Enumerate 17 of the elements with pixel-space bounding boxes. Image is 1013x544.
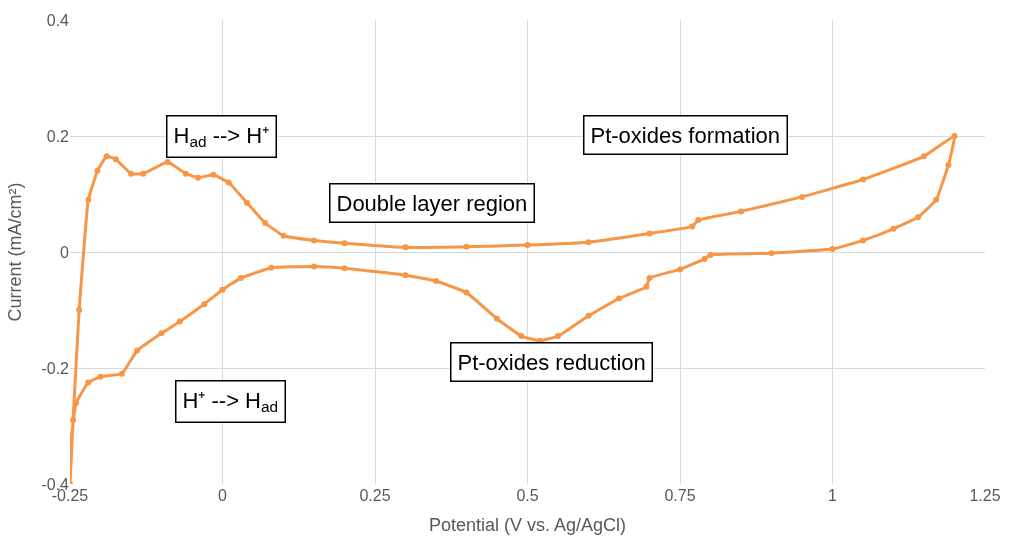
y-axis-title: Current (mA/cm²) — [4, 182, 25, 322]
annotation: H⁺ --> H$_{ad}$ — [182, 387, 279, 416]
x-tick-label: 0.25 — [359, 487, 391, 504]
annotation: Pt-oxides formation — [590, 122, 781, 148]
x-tick-label: 0 — [218, 487, 228, 504]
annotation: Pt-oxides reduction — [457, 349, 646, 375]
y-tick-label: 0.2 — [46, 127, 70, 145]
x-axis-title: Potential (V vs. Ag/AgCl) — [428, 515, 627, 536]
annotation: H$_{ad}$ --> H⁺ — [173, 122, 270, 151]
y-tick-label: 0 — [60, 243, 70, 261]
x-tick-label: 0.75 — [664, 487, 696, 504]
x-tick-label: 1 — [828, 487, 838, 504]
y-tick-label: -0.2 — [41, 359, 70, 377]
y-tick-label: 0.4 — [46, 11, 70, 29]
x-tick-label: 0.5 — [516, 487, 539, 504]
annotation: Double layer region — [336, 190, 528, 216]
x-tick-label: 1.25 — [969, 487, 1001, 504]
